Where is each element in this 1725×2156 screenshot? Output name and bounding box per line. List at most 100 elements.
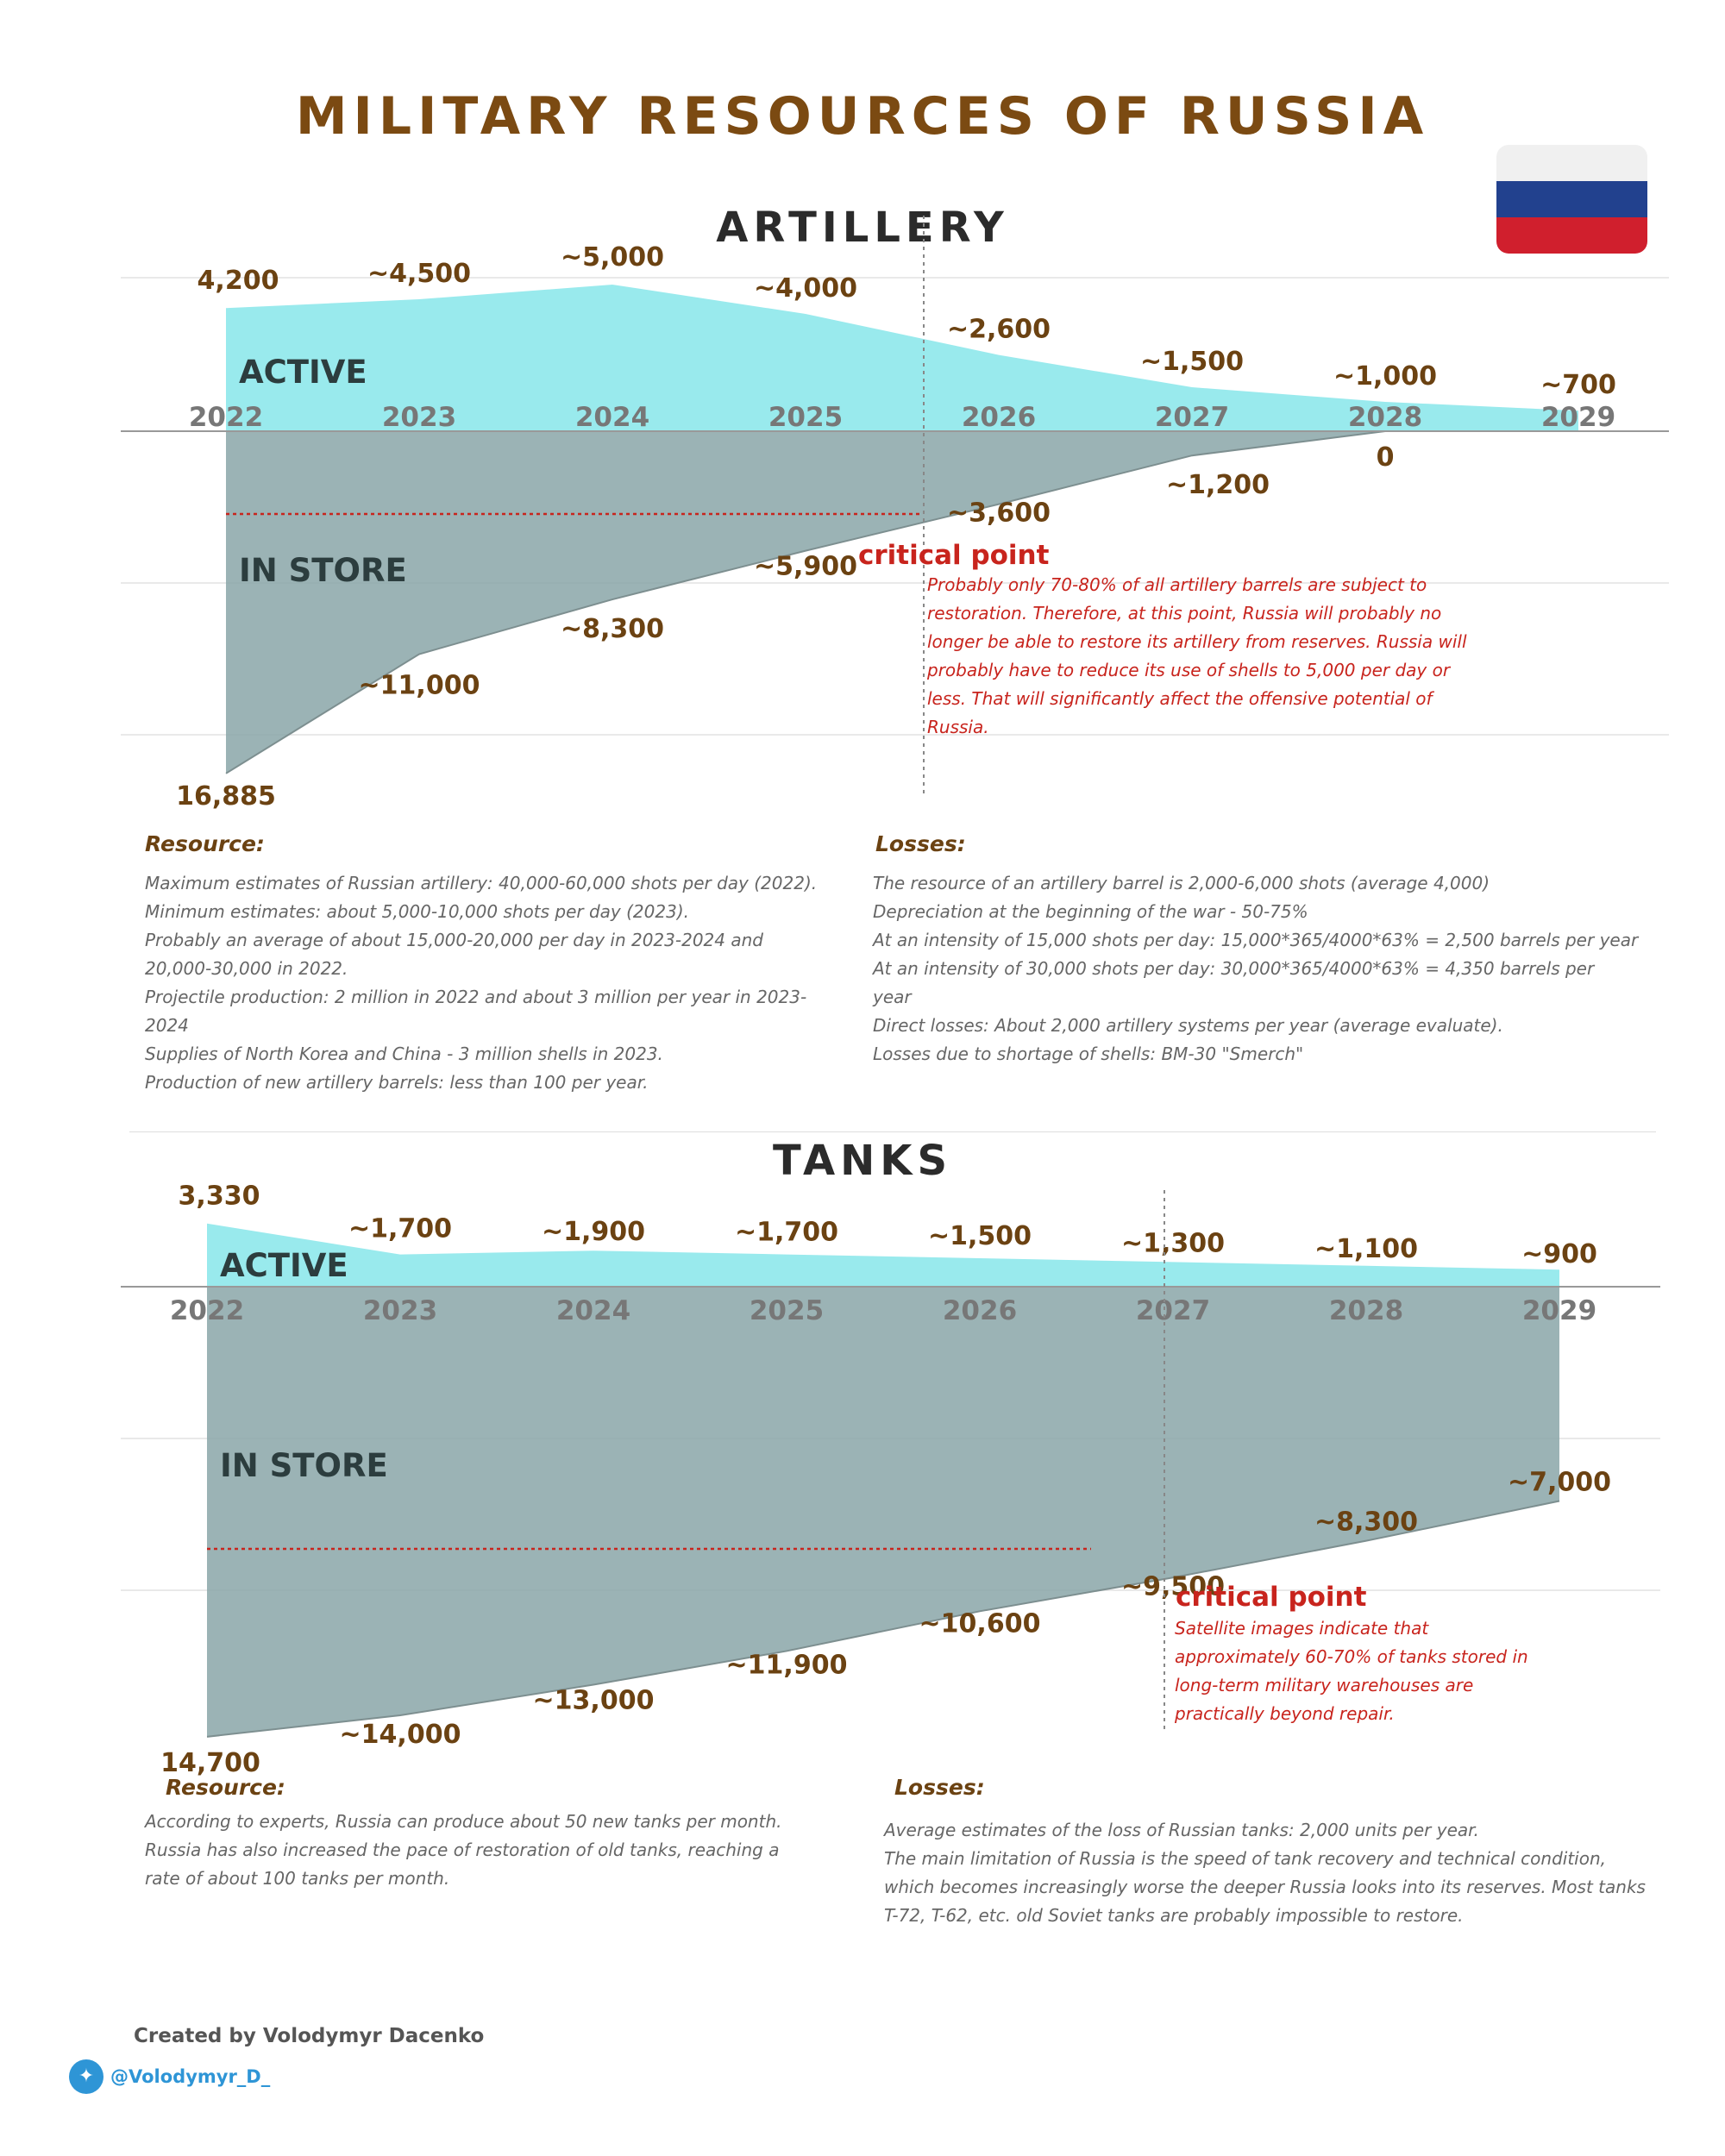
flag-stripe-white xyxy=(1496,145,1647,181)
tanks-losses-line: Average estimates of the loss of Russian… xyxy=(884,1820,1479,1840)
tanks-losses-line: which becomes increasingly worse the dee… xyxy=(884,1877,1646,1897)
tanks-chart: 2022 2023 2024 2025 2026 2027 2028 2029 3,330 ~1,… xyxy=(121,1181,1660,1777)
artillery-chart: 2022 2023 2024 2025 2026 2027 2028 2029 4,200 ~4,… xyxy=(121,216,1669,812)
in-store-value-label: ~10,600 xyxy=(919,1608,1041,1639)
in-store-value-label: ~11,900 xyxy=(726,1650,848,1680)
active-series-label: ACTIVE xyxy=(239,354,367,391)
in-store-value-label: ~9,500 xyxy=(1121,1571,1225,1601)
tanks-resource-line: rate of about 100 tanks per month. xyxy=(145,1868,450,1889)
artillery-critical-line: Probably only 70-80% of all artillery ba… xyxy=(927,574,1427,595)
tanks-critical-note: Satellite images indicate that approximat… xyxy=(1175,1614,1528,1728)
year-tick-label: 2029 xyxy=(1522,1295,1596,1326)
active-value-label: ~1,300 xyxy=(1121,1228,1225,1258)
artillery-critical-line: Russia. xyxy=(927,717,989,737)
in-store-value-label: ~1,200 xyxy=(1166,470,1270,500)
active-area xyxy=(226,285,1578,431)
critical-point-label: critical point xyxy=(858,540,1050,571)
active-value-label: ~5,000 xyxy=(561,242,664,273)
twitter-handle-link[interactable]: ✦ @Volodymyr_D_ xyxy=(69,2059,270,2094)
section-divider xyxy=(129,1131,1656,1132)
artillery-critical-line: probably have to reduce its use of shell… xyxy=(927,660,1451,680)
flag-stripe-blue xyxy=(1496,181,1647,217)
active-value-label: ~1,500 xyxy=(1140,347,1244,377)
tanks-critical-line: approximately 60-70% of tanks stored in xyxy=(1175,1646,1528,1667)
year-tick-label: 2028 xyxy=(1329,1295,1403,1326)
in-store-value-label: ~11,000 xyxy=(359,671,480,701)
artillery-losses-line: At an intensity of 15,000 shots per day:… xyxy=(873,930,1639,950)
in-store-value-label: ~14,000 xyxy=(340,1720,461,1750)
active-value-label: 3,330 xyxy=(179,1181,260,1212)
artillery-resource-line: Minimum estimates: about 5,000-10,000 sh… xyxy=(145,901,689,922)
tanks-resource-heading: Resource: xyxy=(166,1775,285,1800)
in-store-value-label: ~3,600 xyxy=(947,498,1051,529)
active-area xyxy=(207,1223,1559,1287)
active-value-label: ~1,900 xyxy=(542,1217,645,1247)
artillery-resource-line: Maximum estimates of Russian artillery: … xyxy=(145,873,818,893)
artillery-losses-heading: Losses: xyxy=(875,831,966,856)
active-value-label: ~2,600 xyxy=(947,315,1051,345)
artillery-resource-line: Production of new artillery barrels: les… xyxy=(145,1072,649,1093)
year-tick-label: 2027 xyxy=(1155,402,1229,433)
year-tick-label: 2025 xyxy=(750,1295,824,1326)
in-store-value-label: ~8,300 xyxy=(561,614,664,644)
tanks-resource-line: Russia has also increased the pace of re… xyxy=(145,1839,780,1860)
in-store-value-label: ~5,900 xyxy=(754,552,857,582)
in-store-value-label: 14,700 xyxy=(160,1748,260,1777)
artillery-critical-line: less. That will significantly affect the… xyxy=(927,688,1433,709)
year-tick-label: 2024 xyxy=(556,1295,630,1326)
active-value-label: ~1,100 xyxy=(1314,1234,1418,1264)
in-store-value-label: 16,885 xyxy=(176,781,276,812)
active-value-label: ~1,700 xyxy=(348,1214,452,1244)
year-tick-label: 2024 xyxy=(575,402,649,433)
in-store-area xyxy=(226,431,1578,774)
in-store-area xyxy=(207,1287,1559,1737)
year-tick-label: 2027 xyxy=(1136,1295,1210,1326)
in-store-series-label: IN STORE xyxy=(220,1447,388,1484)
artillery-resource-line: 20,000-30,000 in 2022. xyxy=(145,958,348,979)
artillery-losses-line: Direct losses: About 2,000 artillery sys… xyxy=(873,1015,1503,1036)
artillery-resource-heading: Resource: xyxy=(145,831,265,856)
main-title: MILITARY RESOURCES OF RUSSIA xyxy=(295,86,1430,147)
tanks-critical-line: practically beyond repair. xyxy=(1175,1703,1395,1724)
twitter-handle: @Volodymyr_D_ xyxy=(110,2066,271,2087)
tanks-resource-text: According to experts, Russia can produce… xyxy=(145,1808,852,1893)
twitter-bird-icon: ✦ xyxy=(69,2059,104,2094)
russia-flag-icon xyxy=(1496,145,1647,254)
artillery-title: ARTILLERY xyxy=(716,204,1009,252)
artillery-losses-line: year xyxy=(873,987,912,1007)
tanks-critical-line: long-term military warehouses are xyxy=(1175,1675,1474,1695)
active-value-label: ~1,500 xyxy=(928,1221,1032,1251)
active-value-label: ~900 xyxy=(1521,1239,1597,1269)
artillery-resource-line: Supplies of North Korea and China - 3 mi… xyxy=(145,1044,663,1064)
in-store-value-label: ~7,000 xyxy=(1508,1468,1611,1498)
year-tick-label: 2026 xyxy=(962,402,1036,433)
artillery-critical-line: longer be able to restore its artillery … xyxy=(927,631,1467,652)
tanks-losses-line: The main limitation of Russia is the spe… xyxy=(884,1848,1607,1869)
artillery-losses-line: The resource of an artillery barrel is 2… xyxy=(873,873,1490,893)
active-value-label: ~1,000 xyxy=(1333,361,1437,392)
active-value-label: 4,200 xyxy=(198,266,279,296)
in-store-line xyxy=(206,1500,1560,1738)
artillery-resource-line: Projectile production: 2 million in 2022… xyxy=(145,987,807,1007)
artillery-losses-text: The resource of an artillery barrel is 2… xyxy=(873,869,1666,1069)
artillery-resource-text: Maximum estimates of Russian artillery: … xyxy=(145,869,852,1097)
year-tick-label: 2026 xyxy=(943,1295,1017,1326)
artillery-critical-note: Probably only 70-80% of all artillery ba… xyxy=(927,571,1467,742)
year-tick-label: 2023 xyxy=(382,402,456,433)
year-tick-label: 2022 xyxy=(170,1295,244,1326)
in-store-line xyxy=(225,430,1578,774)
active-value-label: ~4,000 xyxy=(754,273,857,304)
artillery-losses-line: Losses due to shortage of shells: BM-30 … xyxy=(873,1044,1304,1064)
tanks-resource-line: According to experts, Russia can produce… xyxy=(145,1811,782,1832)
artillery-losses-line: At an intensity of 30,000 shots per day:… xyxy=(873,958,1595,979)
artillery-losses-line: Depreciation at the beginning of the war… xyxy=(873,901,1308,922)
artillery-critical-line: restoration. Therefore, at this point, R… xyxy=(927,603,1442,624)
active-value-label: ~700 xyxy=(1540,370,1616,400)
critical-point-label: critical point xyxy=(1176,1582,1367,1613)
year-tick-label: 2022 xyxy=(189,402,263,433)
in-store-series-label: IN STORE xyxy=(239,552,407,589)
year-tick-label: 2028 xyxy=(1348,402,1422,433)
year-tick-label: 2025 xyxy=(768,402,843,433)
artillery-resource-line: 2024 xyxy=(145,1015,189,1036)
tanks-losses-text: Average estimates of the loss of Russian… xyxy=(884,1816,1678,1930)
